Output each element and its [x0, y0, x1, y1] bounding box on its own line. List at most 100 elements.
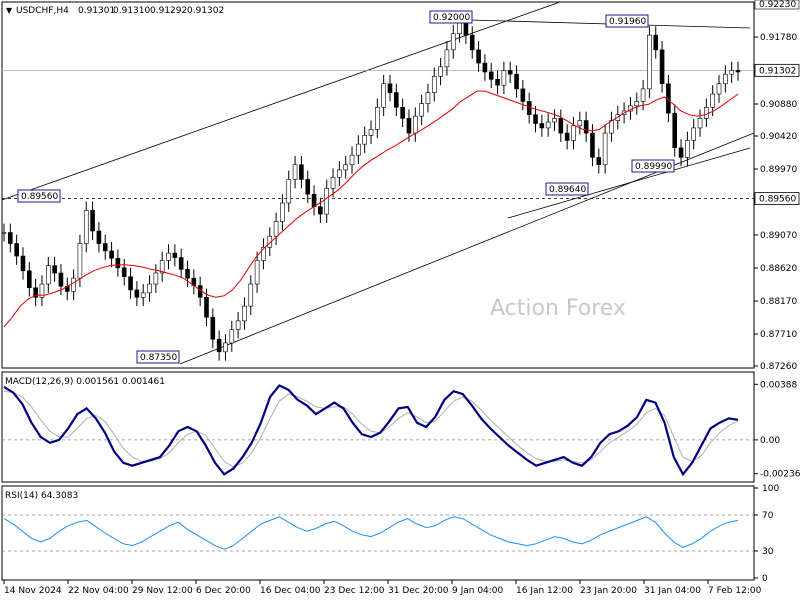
price-candle [653, 34, 659, 51]
price-candle [153, 272, 159, 285]
price-candle [223, 342, 228, 353]
watermark: Action Forex [490, 296, 626, 321]
price-tick-label: 0.88170 [760, 297, 797, 307]
rsi-tick-label: 0 [762, 574, 768, 584]
price-candle [115, 257, 121, 269]
price-candle [343, 164, 348, 171]
price-candle [58, 272, 64, 287]
price-candle [457, 22, 462, 34]
current-price-box [754, 63, 800, 77]
price-candle [431, 76, 437, 93]
price-candle [299, 164, 304, 180]
axis-layer: 0.917800.913500.908800.904200.899700.895… [3, 0, 800, 596]
macd-panel [1, 371, 755, 483]
annotation-box [136, 350, 180, 364]
price-candle [121, 267, 127, 277]
price-candle [678, 147, 684, 158]
price-candle [27, 270, 32, 289]
price-candle [634, 101, 640, 107]
price-candle [39, 283, 45, 298]
price-tick-label: 0.87710 [760, 330, 797, 340]
dashed-level-label: 0.89560 [759, 195, 796, 205]
price-candle [539, 123, 545, 129]
price-panel [1, 1, 755, 369]
price-candle [558, 118, 564, 134]
price-candle [710, 93, 715, 108]
price-candle [735, 70, 741, 73]
price-candle [723, 73, 728, 85]
price-candle [406, 118, 412, 134]
moving-average-line [3, 90, 739, 328]
time-tick-label: 29 Nov 12:00 [132, 586, 193, 596]
price-candle [83, 210, 89, 244]
price-candle [305, 179, 311, 195]
price-candle [242, 305, 247, 322]
top-price-box [754, 0, 800, 10]
price-candle [254, 260, 260, 285]
rsi-line [3, 516, 739, 550]
price-candle [1, 232, 7, 234]
annotation-label: 0.89560 [21, 192, 58, 202]
price-candle [476, 49, 481, 64]
instrument-label: USDCHF,H4 [16, 6, 69, 16]
price-candle [362, 134, 367, 145]
price-candle [356, 143, 361, 156]
price-candle [172, 252, 178, 258]
price-candle [235, 320, 241, 331]
price-tick-label: 0.89970 [760, 165, 797, 175]
price-candle [178, 257, 184, 270]
price-candle [596, 157, 602, 166]
price-candle [128, 276, 133, 291]
price-candle [166, 252, 171, 261]
price-candle [20, 255, 26, 272]
price-candle [286, 179, 292, 204]
time-tick-label: 6 Dec 20:00 [196, 586, 251, 596]
ohlc-open: 0.91301 [78, 6, 115, 16]
price-candle [571, 125, 576, 141]
lower-trend-line [507, 147, 751, 219]
price-candle [425, 92, 431, 104]
price-candle [526, 101, 532, 115]
price-candle [685, 140, 690, 158]
time-tick-label: 16 Jan 12:00 [516, 586, 573, 596]
annotation-box [631, 159, 675, 173]
price-candle [185, 269, 190, 279]
rsi-panel [1, 485, 755, 581]
price-candle [96, 230, 102, 244]
macd-tick-label: 0.00388 [760, 380, 797, 390]
price-candle [248, 283, 254, 307]
price-candle [311, 193, 317, 208]
price-candle [659, 49, 665, 85]
annotation-label: 0.92000 [433, 13, 470, 23]
price-candle [583, 120, 589, 134]
price-tick-label: 0.91780 [760, 33, 797, 43]
price-candle [514, 73, 519, 90]
price-candle [280, 202, 285, 222]
price-candle [324, 188, 330, 215]
price-candle [729, 70, 734, 75]
price-candle [337, 169, 342, 178]
price-candle [159, 260, 165, 274]
price-candle [45, 265, 51, 285]
price-candle [318, 206, 323, 215]
time-tick-label: 14 Nov 2024 [4, 586, 62, 596]
price-candle [412, 115, 418, 134]
top-price-label: 0.92230 [759, 0, 796, 10]
price-candle [261, 246, 266, 261]
annotation-label: 0.87350 [140, 353, 177, 363]
current-price-label: 0.91302 [759, 66, 796, 76]
rsi-tick-label: 30 [762, 547, 774, 557]
price-candle [419, 103, 424, 117]
time-tick-label: 23 Dec 12:00 [324, 586, 385, 596]
time-tick-label: 23 Jan 20:00 [580, 586, 637, 596]
price-candle [704, 107, 709, 119]
price-candle [602, 132, 608, 166]
price-candle [564, 132, 570, 141]
price-candle [438, 66, 443, 77]
price-candle [8, 232, 13, 244]
price-candle [273, 221, 279, 237]
price-candle [640, 88, 646, 102]
price-tick-label: 0.90420 [760, 132, 797, 142]
price-candle [216, 338, 222, 353]
